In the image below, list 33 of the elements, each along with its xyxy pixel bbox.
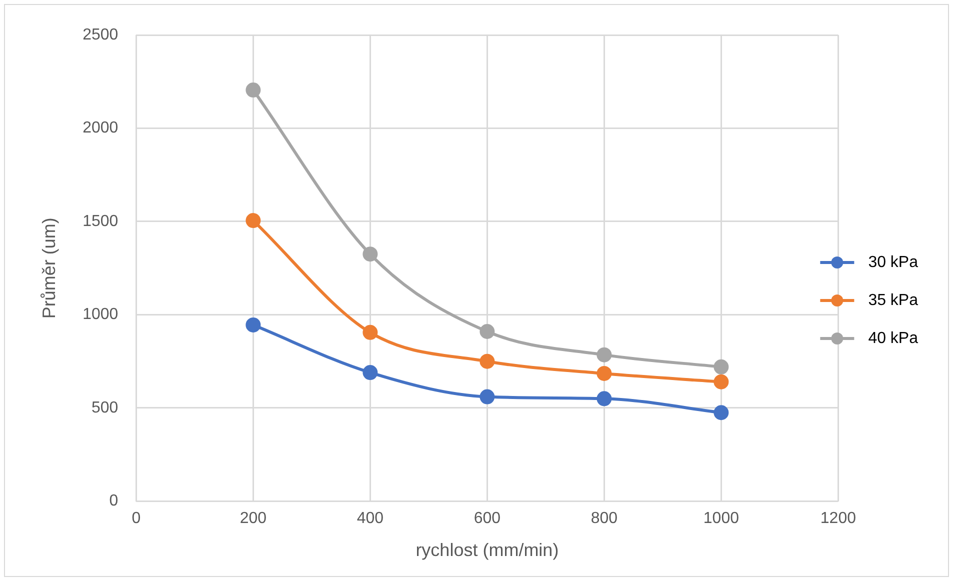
point (246, 317, 261, 332)
y-axis-title: Průměr (um) (38, 218, 59, 319)
point (362, 365, 378, 380)
y-tick-label: 1500 (82, 212, 118, 230)
point (596, 347, 612, 362)
legend-label: 35 kPa (868, 292, 918, 309)
point (246, 213, 261, 228)
point (246, 82, 261, 98)
point (480, 389, 495, 404)
x-tick-label: 800 (590, 510, 618, 528)
y-tick-label: 1000 (82, 306, 118, 324)
point (596, 391, 612, 406)
x-tick-label: 200 (240, 510, 267, 528)
y-tick-label: 2500 (82, 26, 118, 44)
legend-label: 30 kPa (868, 254, 918, 271)
point (714, 359, 729, 374)
point (480, 354, 495, 369)
legend-label: 40 kPa (868, 330, 918, 347)
x-tick-label: 400 (356, 510, 384, 528)
x-tick-label: 1200 (820, 510, 856, 528)
x-axis-title: rychlost (mm/min) (416, 540, 559, 560)
x-tick-label: 0 (132, 510, 141, 528)
y-tick-label: 0 (109, 492, 118, 510)
point (596, 366, 612, 381)
y-tick-label: 500 (91, 399, 118, 416)
x-tick-label: 600 (474, 510, 501, 528)
x-tick-label: 1000 (703, 510, 740, 528)
point (714, 374, 729, 390)
point (480, 324, 495, 340)
point (362, 324, 378, 340)
y-tick-label: 2000 (82, 120, 118, 137)
point (362, 246, 378, 262)
point (714, 405, 729, 420)
